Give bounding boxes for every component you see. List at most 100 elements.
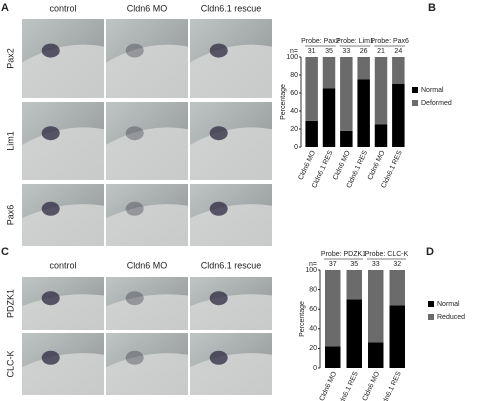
- bar-segment: [368, 342, 384, 368]
- embryo-body: [22, 44, 104, 98]
- n-value: 33: [342, 48, 350, 55]
- row-label: PDZK1: [5, 289, 15, 318]
- staining: [41, 350, 60, 365]
- embryo-body: [106, 44, 188, 98]
- panel-letter: A: [1, 2, 9, 14]
- n-value: 35: [350, 261, 358, 268]
- panel-letter: C: [1, 246, 9, 258]
- legend-swatch: [412, 100, 418, 106]
- embryo-body: [190, 44, 272, 98]
- x-tick-label: Cldn6 MO: [332, 149, 352, 181]
- probe-label: Probe: PDZK1: [321, 251, 366, 258]
- n-value: 32: [393, 261, 401, 268]
- y-axis-title: Percentage: [299, 301, 306, 337]
- y-tick-label: 40: [290, 108, 298, 115]
- legend-label: Normal: [437, 301, 460, 308]
- bar-segment: [322, 57, 336, 89]
- n-value: 31: [308, 48, 316, 55]
- staining: [41, 43, 60, 58]
- legend-label: Reduced: [437, 314, 465, 321]
- legend-swatch: [428, 301, 434, 307]
- x-tick-label: Cldn6.1 RES: [336, 370, 360, 401]
- embryo-body: [190, 353, 272, 395]
- bar-segment: [322, 88, 336, 147]
- y-tick-label: 80: [290, 72, 298, 79]
- row-label: Pax2: [5, 48, 15, 69]
- x-tick-label: Cldn6 MO: [297, 149, 317, 181]
- embryo-body: [106, 353, 188, 395]
- staining: [41, 126, 60, 141]
- row-label: Lim1: [5, 131, 15, 151]
- n-value: 21: [377, 48, 385, 55]
- embryo-body: [190, 204, 272, 246]
- probe-label: Probe: CLC-K: [365, 251, 409, 258]
- staining: [209, 43, 228, 58]
- y-tick-label: 60: [290, 90, 298, 97]
- staining: [125, 201, 144, 216]
- bar-segment: [368, 270, 384, 343]
- bar-segment: [389, 305, 405, 368]
- column-label: Cldn6 MO: [127, 3, 168, 13]
- staining: [209, 201, 228, 216]
- y-tick-label: 80: [309, 286, 317, 293]
- column-label: control: [49, 260, 76, 270]
- legend-swatch: [428, 314, 434, 320]
- staining: [125, 126, 144, 141]
- embryo-body: [22, 353, 104, 395]
- row-label: CLC-K: [5, 350, 15, 377]
- column-label: Cldn6.1 rescue: [201, 260, 262, 270]
- y-tick-label: 100: [305, 267, 317, 274]
- bar-segment: [389, 270, 405, 306]
- bar-segment: [374, 124, 388, 147]
- column-label: Cldn6 MO: [127, 260, 168, 270]
- staining: [209, 291, 228, 306]
- probe-label: Probe: Lim1: [336, 38, 374, 45]
- x-tick-label: Cldn6.1 RES: [379, 370, 403, 401]
- embryo-body: [22, 204, 104, 246]
- staining: [125, 350, 144, 365]
- y-tick-label: 0: [294, 144, 298, 151]
- bar-segment: [340, 130, 353, 147]
- x-tick-label: Cldn6 MO: [362, 370, 382, 401]
- embryo-body: [190, 127, 272, 180]
- staining: [125, 291, 144, 306]
- embryo-body: [22, 294, 104, 330]
- bar-segment: [340, 57, 353, 131]
- y-tick-label: 60: [309, 306, 317, 313]
- n-value: 35: [325, 48, 333, 55]
- bar-segment: [357, 79, 370, 147]
- x-tick-label: Cldn6 MO: [367, 149, 387, 181]
- bar-segment: [305, 120, 318, 147]
- y-axis-title: Percentage: [280, 84, 287, 120]
- embryo-body: [190, 294, 272, 330]
- y-tick-label: 20: [290, 126, 298, 133]
- row-label: Pax6: [5, 205, 15, 226]
- bar-segment: [305, 57, 318, 121]
- legend-swatch: [412, 87, 418, 93]
- y-tick-label: 100: [286, 54, 298, 61]
- bar-segment: [325, 346, 341, 368]
- bar-segment: [374, 57, 388, 125]
- y-tick-label: 40: [309, 326, 317, 333]
- y-tick-label: 20: [309, 345, 317, 352]
- staining: [41, 201, 60, 216]
- n-label: n=: [309, 261, 317, 268]
- bar-segment: [392, 84, 405, 147]
- embryo-body: [22, 127, 104, 180]
- bar-segment: [392, 57, 405, 84]
- y-tick-label: 0: [313, 365, 317, 372]
- n-value: 33: [372, 261, 380, 268]
- column-label: control: [49, 3, 76, 13]
- staining: [209, 350, 228, 365]
- probe-label: Probe: Pax2: [301, 38, 340, 45]
- n-label: n=: [290, 48, 298, 55]
- column-label: Cldn6.1 rescue: [201, 3, 262, 13]
- legend-label: Normal: [421, 87, 444, 94]
- staining: [209, 126, 228, 141]
- staining: [125, 43, 144, 58]
- embryo-body: [106, 294, 188, 330]
- bar-segment: [325, 270, 341, 347]
- bar-segment: [346, 299, 362, 368]
- bar-segment: [357, 57, 370, 80]
- n-value: 37: [329, 261, 337, 268]
